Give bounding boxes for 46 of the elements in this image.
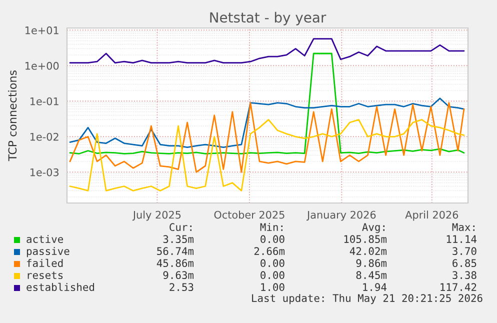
chart-title: Netstat - by year bbox=[210, 12, 326, 26]
y-tick-label: 1e+01 bbox=[25, 26, 58, 34]
y-tick-label: 1e-03 bbox=[30, 168, 59, 176]
y-tick-label: 1e-01 bbox=[30, 97, 58, 106]
line-series bbox=[69, 52, 465, 154]
text: 117.42 bbox=[440, 283, 476, 291]
line-series bbox=[69, 102, 465, 173]
text: 3.35m bbox=[163, 235, 194, 244]
x-tick-label: July 2025 bbox=[132, 210, 181, 221]
legend-label: failed bbox=[26, 258, 63, 268]
y-axis-title: TCP connections bbox=[8, 70, 17, 162]
legend-label: active bbox=[26, 234, 64, 244]
text: 0.00 bbox=[260, 259, 284, 268]
line-series bbox=[69, 119, 465, 192]
line-series bbox=[69, 38, 465, 64]
x-tick-label: April 2026 bbox=[405, 210, 458, 221]
text: 105.85m bbox=[344, 235, 387, 244]
text: 42.02m bbox=[350, 247, 387, 256]
text: 9.86m bbox=[356, 259, 387, 268]
text: 1.94 bbox=[363, 283, 387, 292]
text: 3.70 bbox=[452, 247, 476, 256]
line-series bbox=[69, 98, 465, 148]
text: 45.86m bbox=[156, 259, 194, 268]
text: Last update: Thu May 21 20:21:25 2026 bbox=[252, 294, 482, 304]
x-tick-label: October 2025 bbox=[214, 210, 284, 219]
legend-label: resets bbox=[28, 272, 63, 280]
text: Min: bbox=[260, 222, 282, 231]
text: Cur: bbox=[170, 223, 192, 232]
text: 9.63m bbox=[163, 271, 194, 280]
x-tick-label: January 2026 bbox=[306, 210, 376, 221]
text: 11.14 bbox=[446, 235, 477, 243]
y-tick-label: 1e-02 bbox=[30, 132, 58, 141]
text: Avg: bbox=[362, 223, 384, 234]
text: 56.74m bbox=[157, 247, 194, 256]
text: 0.00 bbox=[260, 235, 284, 244]
text: 2.66m bbox=[254, 247, 285, 256]
text: 6.85 bbox=[452, 259, 476, 268]
text: Max: bbox=[452, 223, 474, 232]
text: 3.38 bbox=[452, 271, 476, 280]
text: 8.45m bbox=[356, 271, 387, 280]
legend-label: passive bbox=[26, 246, 70, 258]
text: 0.00 bbox=[260, 271, 284, 280]
text: 2.53 bbox=[170, 283, 194, 292]
text: 1.00 bbox=[261, 283, 284, 292]
y-tick-label: 1e+00 bbox=[25, 62, 59, 70]
legend-label: established bbox=[26, 282, 94, 292]
